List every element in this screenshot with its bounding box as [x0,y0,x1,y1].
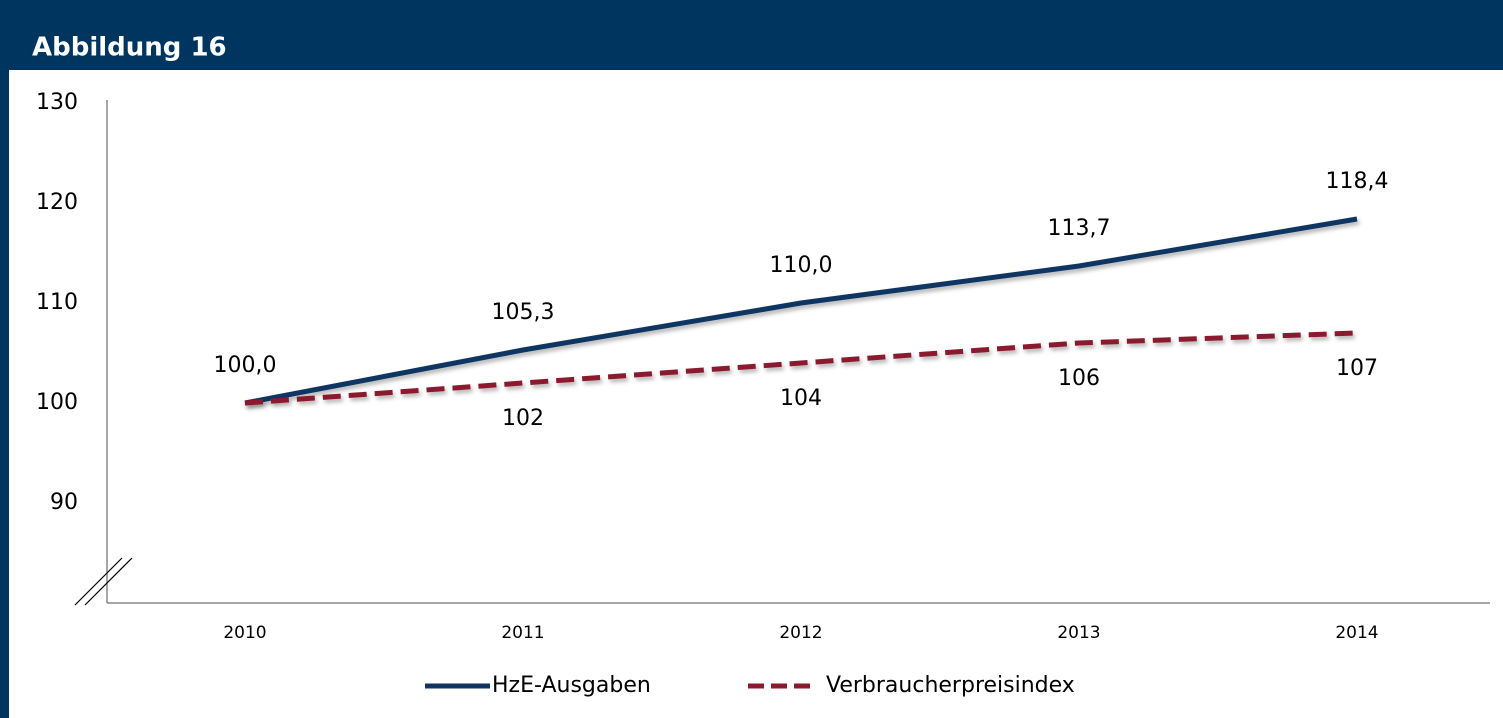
data-label: 106 [1058,366,1100,391]
x-tick-label: 2012 [779,623,822,643]
data-label: 105,3 [492,300,555,325]
y-tick-label: 130 [36,90,78,115]
data-label: 107 [1336,356,1378,381]
axis-break [74,557,123,606]
series-line [244,330,1358,406]
y-tick-label: 120 [36,190,78,215]
x-tick-label: 2014 [1335,623,1378,643]
legend-label: Verbraucherpreisindex [826,673,1075,698]
header-bar [0,0,1503,70]
series-line [244,216,1358,406]
y-tick-label: 110 [36,290,78,315]
x-tick-label: 2010 [223,623,266,643]
y-tick-label: 100 [36,390,78,415]
data-label: 104 [780,386,822,411]
x-tick-label: 2011 [501,623,544,643]
header-title: Abbildung 16 [32,33,227,63]
data-label: 110,0 [770,253,833,278]
data-label: 102 [502,406,544,431]
data-label: 118,4 [1326,169,1389,194]
axis-break [84,557,133,606]
legend-label: HzE-Ausgaben [492,673,651,698]
left-border [0,0,9,718]
x-tick-label: 2013 [1057,623,1100,643]
data-label: 100,0 [214,353,277,378]
data-label: 113,7 [1048,216,1111,241]
y-tick-label: 90 [50,490,78,515]
